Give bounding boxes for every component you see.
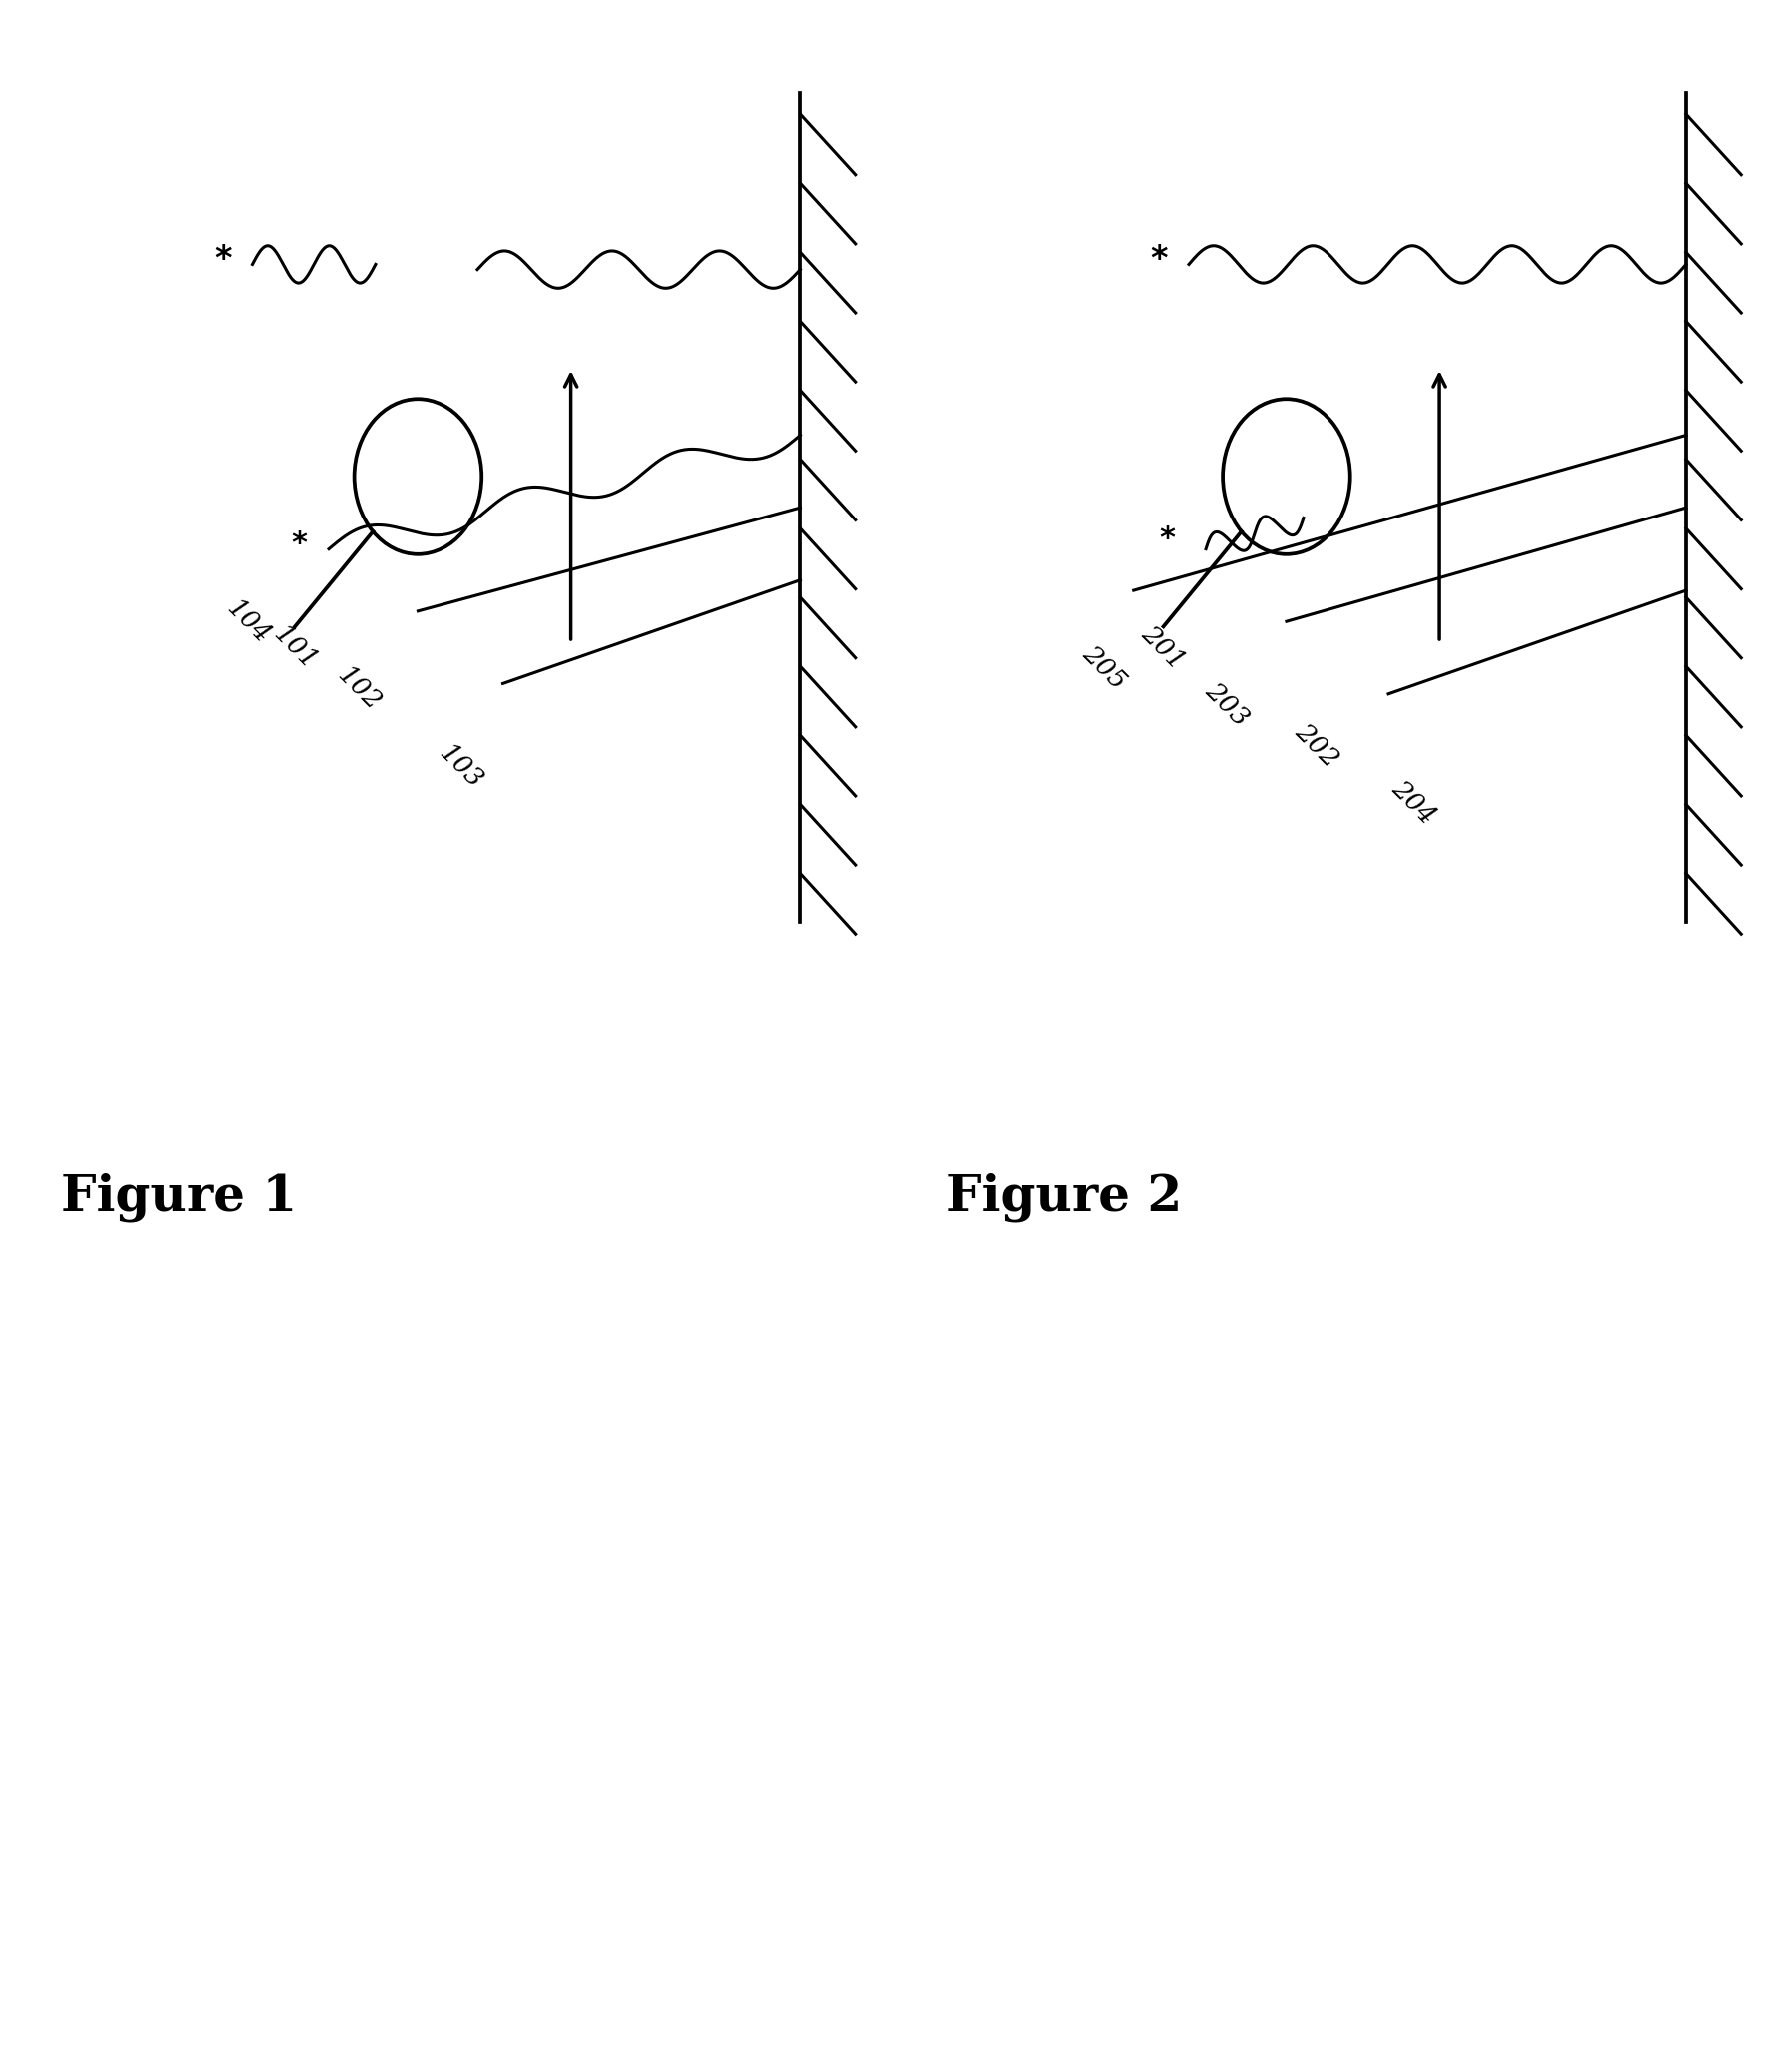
Text: 103: 103 — [434, 740, 487, 794]
Text: 202: 202 — [1289, 719, 1342, 773]
Text: Figure 2: Figure 2 — [946, 1173, 1183, 1222]
Text: *: * — [1160, 524, 1176, 553]
Text: 201: 201 — [1137, 622, 1190, 673]
Text: *: * — [290, 530, 306, 557]
Text: 102: 102 — [331, 663, 384, 715]
Text: 204: 204 — [1387, 777, 1440, 829]
Text: 203: 203 — [1201, 678, 1254, 731]
Text: *: * — [1149, 242, 1167, 276]
Text: *: * — [214, 242, 232, 276]
Text: Figure 1: Figure 1 — [60, 1173, 298, 1222]
Text: 101: 101 — [267, 622, 321, 673]
Text: 205: 205 — [1077, 642, 1130, 694]
Text: 104: 104 — [221, 595, 275, 649]
